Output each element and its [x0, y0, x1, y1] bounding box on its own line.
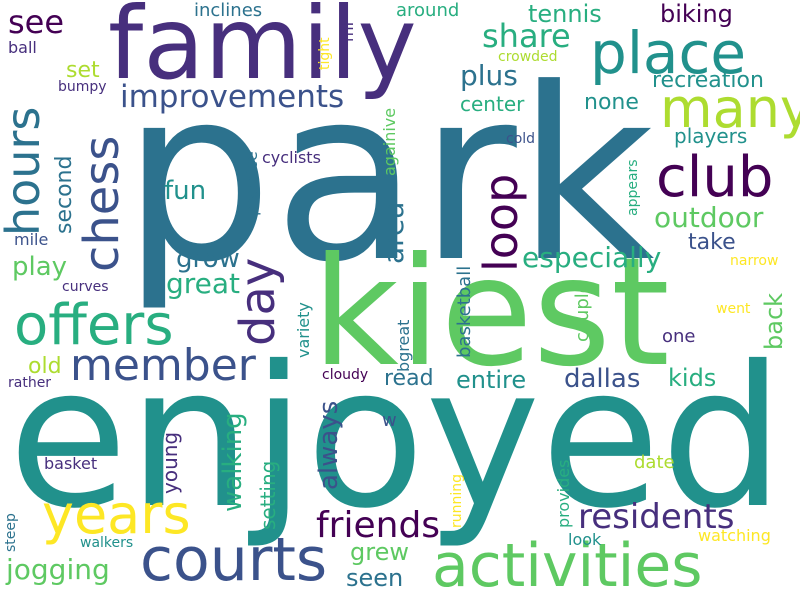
word-w: w	[382, 410, 397, 431]
word-jogging: jogging	[6, 553, 110, 586]
word-went: went	[716, 301, 751, 317]
word-chess: chess	[74, 135, 130, 272]
word-seen: seen	[346, 564, 404, 592]
word-back: back	[760, 292, 788, 350]
word-enjoyed: enjoyed	[8, 324, 785, 551]
word-old: old	[28, 354, 62, 379]
word-club: club	[656, 145, 774, 210]
word-biking: biking	[660, 0, 733, 28]
word-improvements: improvements	[120, 79, 345, 115]
word-residents: residents	[578, 497, 735, 537]
word-one: one	[662, 326, 696, 347]
word-loop: loop	[474, 173, 528, 272]
word-steep: steep	[3, 513, 19, 552]
word-center: center	[460, 92, 525, 116]
word-cloudy: cloudy	[322, 367, 369, 383]
word-inclines: inclines	[194, 0, 263, 21]
word-basket: basket	[44, 454, 98, 473]
word-many: many	[660, 77, 800, 140]
word-family: family	[108, 0, 417, 102]
word-grow: grow	[176, 244, 240, 274]
word-couple: couple	[572, 282, 593, 342]
word-plus: plus	[460, 59, 518, 92]
word-share: share	[482, 17, 571, 55]
word-hours: hours	[0, 106, 50, 236]
word-running: running	[449, 473, 465, 528]
word-setting: setting	[256, 460, 280, 530]
word-bumpy: bumpy	[58, 79, 107, 95]
word-grew: grew	[350, 538, 409, 566]
word-cyclists: cyclists	[262, 148, 321, 167]
word-watching: watching	[698, 526, 771, 545]
word-around: around	[396, 0, 460, 21]
word-fun: fun	[164, 176, 207, 206]
word-area: area	[377, 201, 410, 264]
word-walkers: walkers	[80, 535, 134, 551]
word-walking: walking	[218, 412, 248, 512]
word-member: member	[70, 340, 256, 391]
word-place: place	[590, 19, 747, 87]
word-ball: ball	[8, 38, 37, 57]
word-appears: appears	[625, 159, 641, 216]
word-variety: variety	[294, 302, 313, 358]
word-courts: courts	[140, 525, 328, 595]
word-outdoor: outdoor	[654, 201, 764, 234]
word-take: take	[688, 230, 736, 255]
word-activities: activities	[432, 531, 703, 600]
word-second: second	[52, 155, 77, 234]
word-crowded: crowded	[498, 49, 558, 65]
word-see: see	[8, 3, 65, 41]
word-park: park	[122, 38, 655, 315]
word-dallas: dallas	[564, 364, 641, 394]
word-young: young	[158, 431, 182, 494]
word-read: read	[384, 366, 434, 391]
word-date: date	[634, 452, 675, 473]
word-mi: mi	[338, 21, 357, 42]
word-cold: cold	[506, 131, 536, 147]
word-friends: friends	[316, 505, 441, 546]
word-provides: provides	[554, 459, 573, 528]
word-players: players	[674, 124, 748, 148]
word-curves: curves	[62, 279, 109, 295]
word-tight: tight	[317, 37, 333, 70]
word-narrow: narrow	[730, 253, 779, 269]
word-mile: mile	[14, 230, 49, 249]
word-great: great	[166, 267, 241, 300]
word-kiest: kiest	[312, 226, 670, 400]
word-againive: againive	[380, 107, 399, 176]
word-look: look	[568, 530, 602, 549]
word-bgreat: bgreat	[394, 319, 413, 372]
word-always: always	[314, 400, 344, 490]
word-entire: entire	[456, 366, 527, 394]
word-offers: offers	[14, 293, 174, 358]
word-play: play	[12, 252, 68, 282]
word-tennis: tennis	[528, 0, 602, 28]
word-set: set	[66, 58, 100, 83]
word-rather: rather	[8, 375, 52, 391]
word-basketball: basketball	[454, 265, 475, 358]
word-especially: especially	[522, 241, 662, 274]
word-years: years	[42, 483, 191, 546]
word-recreation: recreation	[652, 68, 764, 93]
word-practice: practice	[242, 151, 261, 216]
word-day: day	[230, 257, 286, 346]
word-kids: kids	[668, 364, 717, 392]
word-none: none	[584, 90, 639, 115]
